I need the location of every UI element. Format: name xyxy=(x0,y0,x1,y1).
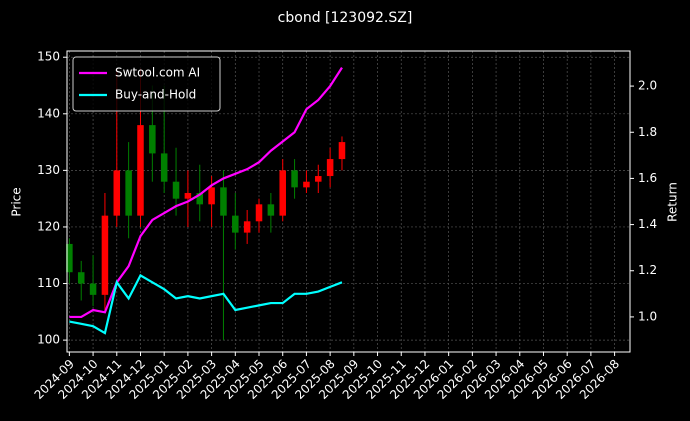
candle-body xyxy=(291,170,298,188)
candle-body xyxy=(160,153,168,182)
y2-tick-label: 1.8 xyxy=(638,125,657,139)
y2-tick-label: 2.0 xyxy=(638,79,657,93)
candle-body xyxy=(208,187,215,205)
y2-tick-label: 1.0 xyxy=(638,309,657,323)
y2-tick-label: 1.4 xyxy=(638,217,657,231)
candle-body xyxy=(101,215,109,295)
candle-body xyxy=(243,221,251,233)
candle-body xyxy=(303,181,310,188)
candle-body xyxy=(279,170,286,216)
candle-body xyxy=(149,125,156,154)
candle-body xyxy=(137,125,144,216)
candle-body xyxy=(113,170,121,216)
y-tick-label: 150 xyxy=(37,50,60,64)
legend-label: Swtool.com AI xyxy=(115,66,200,80)
candle-body xyxy=(326,159,334,177)
candle-body xyxy=(172,181,180,199)
candle-body xyxy=(255,204,263,222)
legend-label: Buy-and-Hold xyxy=(115,88,196,102)
y2-tick-label: 1.6 xyxy=(638,171,657,185)
candle-body xyxy=(66,243,73,273)
candle-body xyxy=(315,176,322,182)
candle-body xyxy=(125,170,132,216)
candle-body xyxy=(232,215,239,233)
series-line xyxy=(69,273,343,335)
candle-body xyxy=(267,204,275,216)
chart-title: cbond [123092.SZ] xyxy=(278,10,413,26)
y2-tick-label: 1.2 xyxy=(638,263,657,277)
y-tick-label: 110 xyxy=(37,276,60,290)
legend-box xyxy=(72,56,221,112)
y-axis-label: Price xyxy=(10,187,24,216)
candle-body xyxy=(196,193,204,205)
candle-body xyxy=(77,272,85,284)
candle-body xyxy=(184,193,192,199)
candle-body xyxy=(220,187,227,216)
y-tick-label: 130 xyxy=(37,163,60,177)
y2-axis-label: Return xyxy=(666,182,680,222)
candle-body xyxy=(338,142,346,160)
y-tick-label: 140 xyxy=(37,106,60,120)
y-tick-label: 100 xyxy=(37,333,60,347)
y-tick-label: 120 xyxy=(37,219,60,233)
plot-frame xyxy=(66,50,631,353)
candle-body xyxy=(89,283,97,295)
